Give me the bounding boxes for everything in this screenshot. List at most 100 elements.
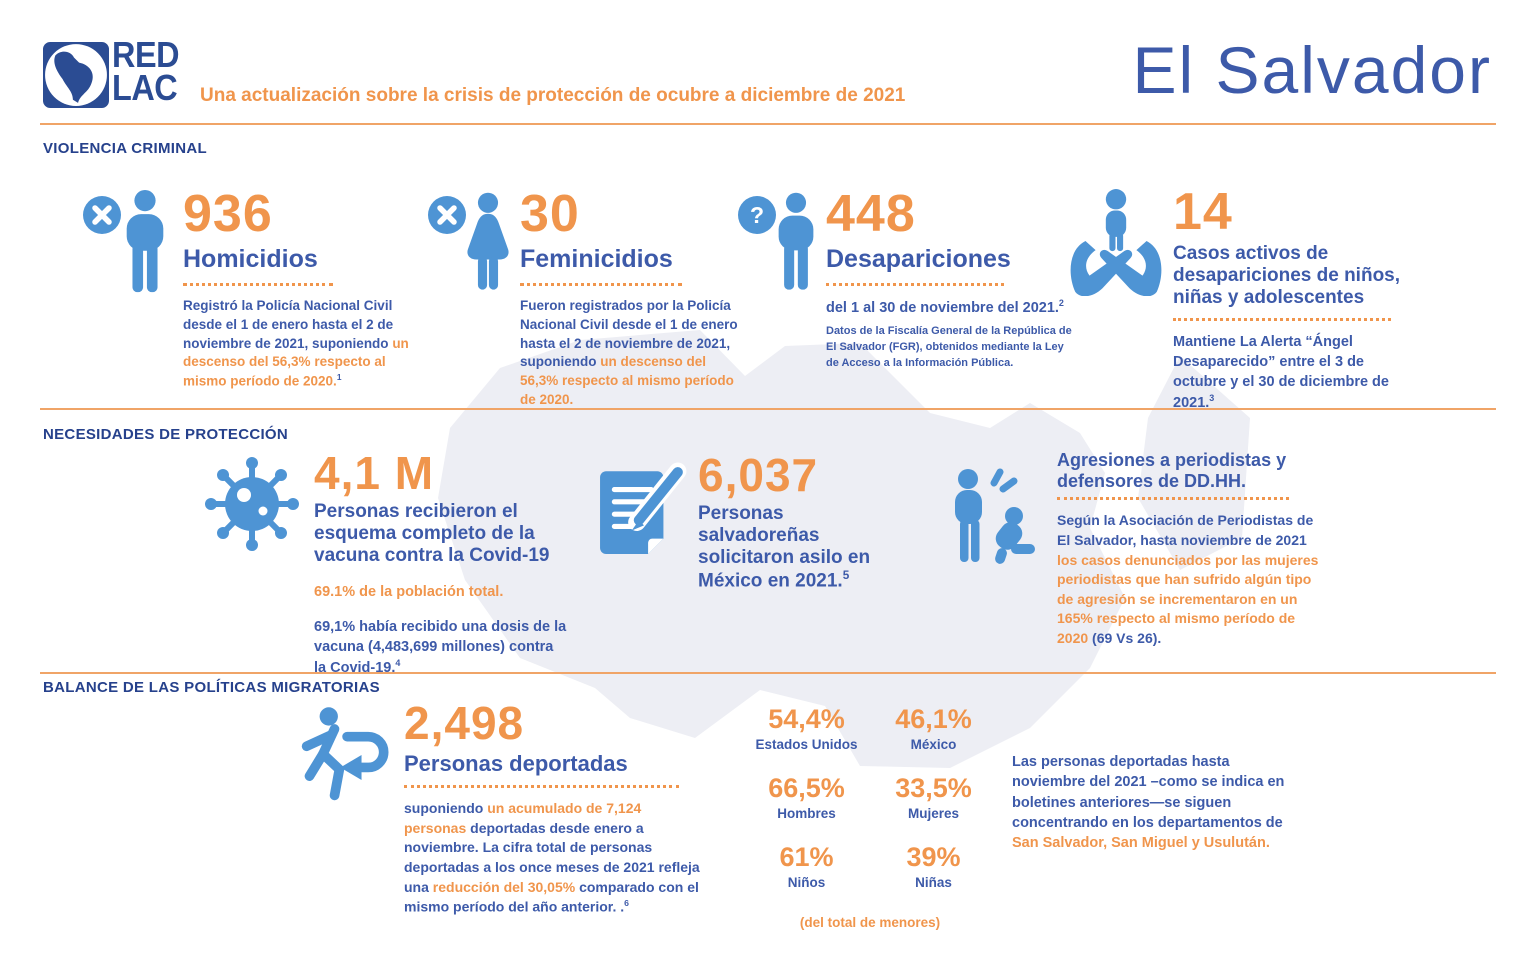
dotted-divider xyxy=(1057,497,1289,501)
stat-description: 69,1% había recibido una dosis de la vac… xyxy=(314,617,567,679)
pct-label: Niñas xyxy=(915,874,952,890)
dotted-divider xyxy=(183,282,333,286)
section-divider xyxy=(40,672,1496,674)
pct-value: 46,1% xyxy=(895,704,972,734)
desc-blue: Registró la Policía Nacional Civil desde… xyxy=(183,297,394,351)
pct-label: México xyxy=(910,737,957,752)
stat-description: Mantiene La Alerta “Ángel Desaparecido” … xyxy=(1173,332,1415,414)
x-badge-icon xyxy=(83,196,121,234)
dotted-divider xyxy=(826,282,1004,286)
stat-number: 936 xyxy=(183,185,273,243)
desc-blue: 69,1% había recibido una dosis de la vac… xyxy=(314,618,567,677)
stat-description: suponiendo un acumulado de 7,124 persona… xyxy=(404,799,706,917)
dotted-divider xyxy=(520,282,682,286)
stat-label: Homicidios xyxy=(183,245,318,273)
stat-vacunas: 4,1 M Personas recibieron el esquema com… xyxy=(202,450,567,679)
dotted-divider xyxy=(1173,317,1391,321)
desc-blue: Mantiene La Alerta “Ángel Desaparecido” … xyxy=(1173,333,1389,412)
section-title-violencia: VIOLENCIA CRIMINAL xyxy=(43,140,208,157)
pct-footnote: (del total de menores) xyxy=(799,914,941,930)
svg-text:?: ? xyxy=(750,202,764,228)
desc-orange: los casos denunciados por las mujeres pe… xyxy=(1057,551,1319,646)
document-pen-icon xyxy=(600,462,687,554)
stat-number: 4,1 M xyxy=(314,447,435,499)
stat-casos-ninos: 14 Casos activos de desapariciones de ni… xyxy=(1065,186,1415,414)
desc-blue: suponiendo xyxy=(404,800,488,817)
stat-asilo: 6,037 Personas salvadoreñas solicitaron … xyxy=(598,452,898,592)
desc-orange-2: reducción del 30,05% xyxy=(432,878,580,895)
footnote-marker: 2 xyxy=(1058,297,1064,308)
stat-heading: Agresiones a periodistas y defensores de… xyxy=(1057,450,1287,491)
stat-label: Personas deportadas xyxy=(404,751,628,776)
pct-value: 33,5% xyxy=(895,772,972,803)
stat-homicidios: 936 Homicidios Registró la Policía Nacio… xyxy=(83,188,428,392)
pct-label: Niños xyxy=(787,874,826,890)
x-badge-icon xyxy=(428,196,466,234)
stat-number: 2,498 xyxy=(404,697,525,749)
desc-blue: del 1 al 30 de noviembre del 2021. xyxy=(826,299,1059,316)
redlac-globe-icon xyxy=(43,42,109,108)
pct-label: Estados Unidos xyxy=(755,737,858,752)
stat-feminicidios: 30 Feminicidios Fueron registrados por l… xyxy=(428,188,748,410)
deportation-percentages: 54,4% Estados Unidos 46,1% México 66,5% … xyxy=(750,706,990,930)
stat-label: Desapariciones xyxy=(826,245,1011,273)
hands-child-icon xyxy=(1070,189,1162,296)
pct-cell: 61% Niños xyxy=(750,841,863,891)
deportation-regions-text: Las personas deportadas hasta noviembre … xyxy=(1012,752,1304,853)
header-divider xyxy=(40,123,1496,125)
stat-number: 6,037 xyxy=(698,449,819,501)
stat-label: Personas recibieron el esquema completo … xyxy=(314,501,550,566)
stat-number: 14 xyxy=(1173,183,1233,241)
desc-orange: un descenso del 56,3% respecto al mismo … xyxy=(520,354,734,408)
pct-value: 54,4% xyxy=(768,704,845,734)
pct-label: Hombres xyxy=(777,805,836,821)
stat-periodistas: Agresiones a periodistas y defensores de… xyxy=(942,450,1322,649)
stat-description: Registró la Policía Nacional Civil desde… xyxy=(183,297,428,392)
stat-label: Personas salvadoreñas solicitaron asilo … xyxy=(698,503,898,592)
desc-orange: San Salvador, San Miguel y Usulután. xyxy=(1012,835,1270,852)
pct-cell: 54,4% Estados Unidos xyxy=(750,706,863,753)
section-title-necesidades: NECESIDADES DE PROTECCIÓN xyxy=(43,426,289,443)
footnote-marker: 6 xyxy=(624,898,629,909)
woman-icon xyxy=(467,192,509,290)
section-divider xyxy=(40,408,1496,410)
desc-blue-3: comparado con el mismo período del año a… xyxy=(404,878,699,915)
stat-highlight: 69.1% de la población total. xyxy=(314,583,504,600)
question-badge-icon: ? xyxy=(738,196,776,234)
redlac-logo: RED LAC xyxy=(112,34,180,106)
report-subtitle: Una actualización sobre la crisis de pro… xyxy=(200,85,906,106)
stat-description: Según la Asociación de Periodistas de El… xyxy=(1057,511,1322,648)
pct-value: 39% xyxy=(906,841,961,872)
section-title-balance: BALANCE DE LAS POLÍTICAS MIGRATORIAS xyxy=(43,679,380,696)
deportation-runner-icon xyxy=(301,707,389,801)
pct-cell: 66,5% Hombres xyxy=(750,772,863,822)
desc-blue: Las personas deportadas hasta noviembre … xyxy=(1012,754,1285,831)
desc-blue-2: (69 Vs 26). xyxy=(1092,629,1162,646)
pct-value: 66,5% xyxy=(768,772,845,803)
pct-label: Mujeres xyxy=(907,805,960,821)
person-icon xyxy=(778,192,814,290)
pct-value: 61% xyxy=(779,841,834,872)
virus-icon xyxy=(205,457,299,551)
footnote-marker: 1 xyxy=(336,372,342,383)
logo-line1: RED xyxy=(112,34,180,75)
desc-blue: Fueron registrados por la Policía Nacion… xyxy=(520,297,738,370)
stat-description: del 1 al 30 de noviembre del 2021.2 xyxy=(826,297,1078,318)
stat-desapariciones: ? 448 Desapariciones del 1 al 30 de novi… xyxy=(738,188,1078,372)
footnote-marker: 5 xyxy=(842,568,850,582)
stat-label: Feminicidios xyxy=(520,245,673,273)
label-text: Personas salvadoreñas solicitaron asilo … xyxy=(698,503,871,591)
stat-number: 30 xyxy=(520,185,580,243)
desc-orange: un acumulado de 7,124 personas xyxy=(404,800,642,836)
stat-description: Fueron registrados por la Policía Nacion… xyxy=(520,297,748,410)
desc-blue: Según la Asociación de Periodistas de El… xyxy=(1057,512,1314,548)
stat-number: 448 xyxy=(826,185,916,243)
aggression-icon xyxy=(955,468,1035,564)
footnote-marker: 4 xyxy=(395,658,401,669)
dotted-divider xyxy=(404,785,679,789)
footnote-marker: 3 xyxy=(1209,393,1215,404)
page-title: El Salvador xyxy=(1132,33,1492,107)
source-note: Datos de la Fiscalía General de la Repúb… xyxy=(826,324,1072,369)
pct-cell: 33,5% Mujeres xyxy=(877,772,990,822)
